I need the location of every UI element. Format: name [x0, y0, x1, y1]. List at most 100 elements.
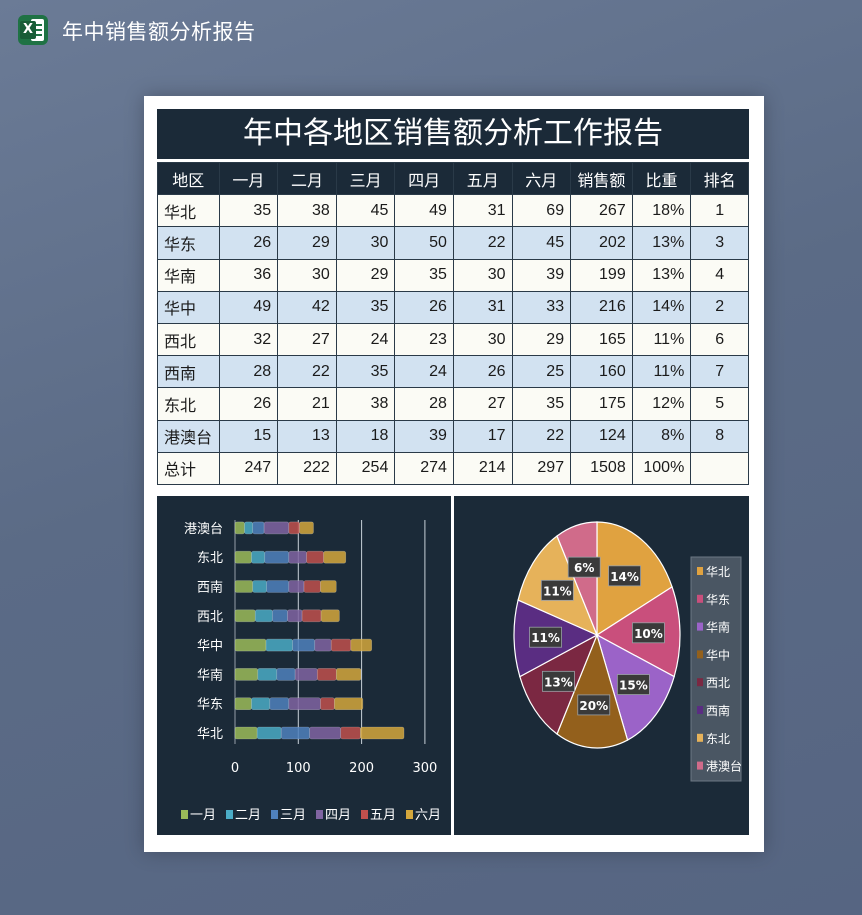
total-cell[interactable]: 254 — [335, 451, 396, 485]
value-cell[interactable]: 13 — [277, 419, 337, 453]
value-cell[interactable]: 2 — [690, 290, 749, 324]
value-cell[interactable]: 28 — [394, 387, 454, 421]
value-cell[interactable]: 30 — [335, 226, 396, 260]
value-cell[interactable]: 39 — [511, 258, 572, 292]
value-cell[interactable]: 42 — [277, 290, 337, 324]
value-cell[interactable]: 8 — [690, 419, 749, 453]
region-cell[interactable]: 华东 — [157, 226, 220, 260]
value-cell[interactable]: 8% — [631, 419, 692, 453]
value-cell[interactable]: 26 — [452, 355, 513, 389]
value-cell[interactable]: 17 — [452, 419, 513, 453]
total-cell[interactable]: 247 — [218, 451, 279, 485]
value-cell[interactable]: 32 — [218, 322, 279, 357]
value-cell[interactable]: 267 — [570, 194, 633, 228]
value-cell[interactable]: 26 — [218, 226, 279, 260]
value-cell[interactable]: 35 — [511, 387, 572, 421]
value-cell[interactable]: 29 — [511, 322, 572, 357]
value-cell[interactable]: 50 — [394, 226, 454, 260]
value-cell[interactable]: 33 — [511, 290, 572, 324]
region-cell[interactable]: 东北 — [157, 387, 220, 421]
value-cell[interactable]: 15 — [218, 419, 279, 453]
value-cell[interactable]: 49 — [394, 194, 454, 228]
value-cell[interactable]: 14% — [631, 290, 692, 324]
value-cell[interactable]: 39 — [394, 419, 454, 453]
value-cell[interactable]: 202 — [570, 226, 633, 260]
value-cell[interactable]: 124 — [570, 419, 633, 453]
value-cell[interactable]: 35 — [394, 258, 454, 292]
total-cell[interactable] — [690, 451, 749, 485]
value-cell[interactable]: 11% — [631, 355, 692, 389]
region-cell[interactable]: 华北 — [157, 194, 220, 228]
region-cell[interactable]: 西南 — [157, 355, 220, 389]
value-cell[interactable]: 31 — [452, 194, 513, 228]
region-cell[interactable]: 港澳台 — [157, 419, 220, 453]
value-cell[interactable]: 18 — [335, 419, 396, 453]
value-cell[interactable]: 22 — [511, 419, 572, 453]
category-label: 西南 — [197, 580, 223, 596]
total-cell[interactable]: 274 — [394, 451, 454, 485]
value-cell[interactable]: 30 — [277, 258, 337, 292]
category-label: 港澳台 — [184, 521, 223, 537]
value-cell[interactable]: 38 — [335, 387, 396, 421]
value-cell[interactable]: 45 — [511, 226, 572, 260]
value-cell[interactable]: 165 — [570, 322, 633, 357]
bar-segment — [294, 668, 318, 681]
value-cell[interactable]: 22 — [452, 226, 513, 260]
value-cell[interactable]: 35 — [335, 355, 396, 389]
bar-segment — [299, 521, 314, 535]
value-cell[interactable]: 23 — [394, 322, 454, 357]
value-cell[interactable]: 7 — [690, 355, 749, 389]
total-cell[interactable]: 214 — [452, 451, 513, 485]
total-cell[interactable]: 100% — [631, 451, 692, 485]
region-cell[interactable]: 华南 — [157, 258, 220, 292]
value-cell[interactable]: 26 — [394, 290, 454, 324]
value-cell[interactable]: 24 — [394, 355, 454, 389]
value-cell[interactable]: 13% — [631, 226, 692, 260]
value-cell[interactable]: 69 — [511, 194, 572, 228]
category-label: 华中 — [197, 639, 223, 654]
value-cell[interactable]: 199 — [570, 258, 633, 292]
value-cell[interactable]: 160 — [570, 355, 633, 389]
value-cell[interactable]: 4 — [690, 258, 749, 292]
region-cell[interactable]: 华中 — [157, 290, 220, 324]
value-cell[interactable]: 175 — [570, 387, 633, 421]
value-cell[interactable]: 11% — [631, 322, 692, 357]
value-cell[interactable]: 12% — [631, 387, 692, 421]
value-cell[interactable]: 3 — [690, 226, 749, 260]
total-cell[interactable]: 1508 — [570, 451, 633, 485]
bar-segment — [276, 668, 296, 681]
value-cell[interactable]: 27 — [277, 322, 337, 357]
value-cell[interactable]: 27 — [452, 387, 513, 421]
value-cell[interactable]: 35 — [335, 290, 396, 324]
value-cell[interactable]: 6 — [690, 322, 749, 357]
total-cell[interactable]: 297 — [511, 451, 572, 485]
value-cell[interactable]: 21 — [277, 387, 337, 421]
value-cell[interactable]: 29 — [335, 258, 396, 292]
total-label[interactable]: 总计 — [157, 451, 220, 485]
value-cell[interactable]: 25 — [511, 355, 572, 389]
value-cell[interactable]: 31 — [452, 290, 513, 324]
column-header: 比重 — [631, 161, 692, 196]
bar-segment — [252, 521, 265, 535]
table-row: 东北 26 21 38 28 27 35 175 12% 5 — [157, 387, 749, 421]
value-cell[interactable]: 13% — [631, 258, 692, 292]
value-cell[interactable]: 216 — [570, 290, 633, 324]
value-cell[interactable]: 38 — [277, 194, 337, 228]
value-cell[interactable]: 22 — [277, 355, 337, 389]
value-cell[interactable]: 1 — [690, 194, 749, 228]
value-cell[interactable]: 18% — [631, 194, 692, 228]
region-cell[interactable]: 西北 — [157, 322, 220, 357]
value-cell[interactable]: 28 — [218, 355, 279, 389]
value-cell[interactable]: 24 — [335, 322, 396, 357]
value-cell[interactable]: 26 — [218, 387, 279, 421]
value-cell[interactable]: 45 — [335, 194, 396, 228]
value-cell[interactable]: 5 — [690, 387, 749, 421]
value-cell[interactable]: 35 — [218, 194, 279, 228]
value-cell[interactable]: 30 — [452, 322, 513, 357]
value-cell[interactable]: 49 — [218, 290, 279, 324]
column-header: 四月 — [394, 161, 454, 196]
value-cell[interactable]: 29 — [277, 226, 337, 260]
total-cell[interactable]: 222 — [277, 451, 337, 485]
value-cell[interactable]: 36 — [218, 258, 279, 292]
value-cell[interactable]: 30 — [452, 258, 513, 292]
